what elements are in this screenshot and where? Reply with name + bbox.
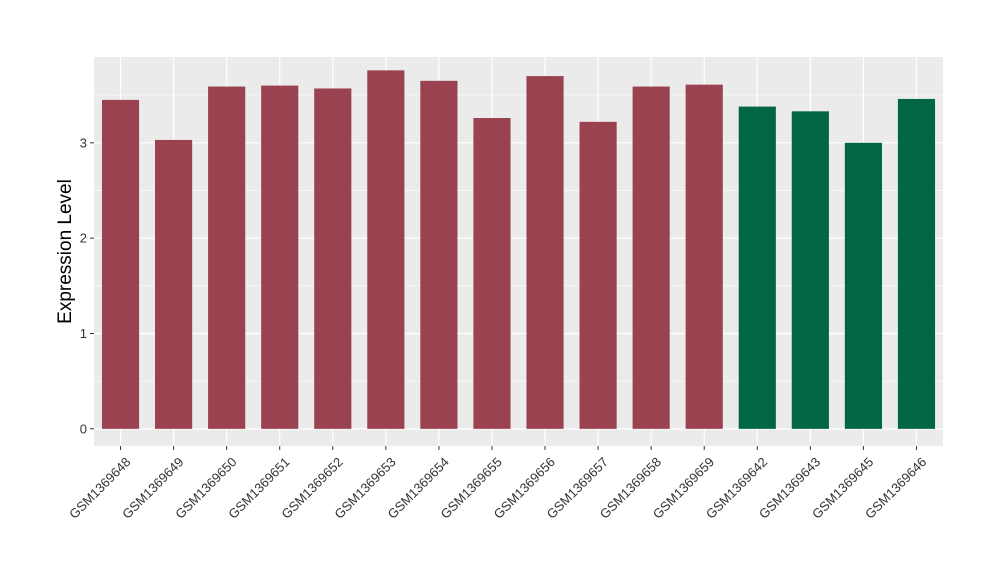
bar-GSM1369653 [367, 70, 405, 429]
bar-GSM1369642 [738, 106, 776, 429]
bars [101, 70, 936, 429]
bar-GSM1369654 [420, 80, 458, 429]
bar-GSM1369648 [101, 99, 140, 429]
y-axis: 0 1 2 3 [80, 135, 94, 436]
bar-GSM1369645 [844, 142, 882, 429]
y-tick-label: 2 [80, 231, 87, 246]
y-axis-title: Expression Level [55, 179, 76, 324]
bar-GSM1369643 [791, 111, 829, 429]
bar-GSM1369651 [261, 85, 299, 429]
bar-GSM1369649 [155, 139, 193, 429]
bar-GSM1369657 [579, 121, 617, 429]
bar-GSM1369652 [314, 88, 352, 429]
x-axis: GSM1369648GSM1369649GSM1369650GSM1369651… [66, 446, 929, 522]
bar-GSM1369658 [632, 86, 670, 429]
bar-GSM1369656 [526, 76, 564, 429]
bar-GSM1369646 [897, 98, 936, 429]
y-tick-label: 3 [80, 135, 87, 150]
bar-GSM1369650 [208, 86, 246, 429]
bar-GSM1369655 [473, 118, 511, 429]
y-tick-label: 1 [80, 326, 87, 341]
y-tick-label: 0 [80, 421, 87, 436]
bar-GSM1369659 [685, 84, 723, 429]
